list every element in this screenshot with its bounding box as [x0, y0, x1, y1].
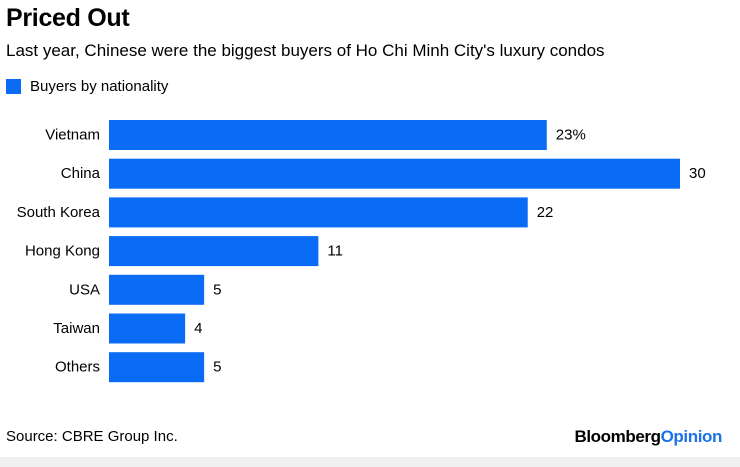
value-label: 30: [689, 165, 706, 182]
value-label: 5: [213, 281, 221, 298]
legend-swatch: [6, 78, 21, 94]
value-label: 4: [194, 320, 202, 337]
bar-taiwan: [109, 313, 186, 344]
bar-south-korea: [109, 197, 528, 228]
bar-hong-kong: [109, 236, 319, 267]
category-label: Hong Kong: [25, 243, 100, 260]
value-label: 5: [213, 359, 221, 376]
bar-chart: Vietnam 23% China 30 South Korea 22 Hong Kong 1…: [17, 120, 706, 383]
category-label: Others: [55, 359, 100, 376]
value-label: 23%: [556, 127, 586, 144]
category-label: USA: [69, 281, 100, 298]
bar-vietnam: [109, 120, 547, 150]
chart-subtitle: Last year, Chinese were the biggest buye…: [6, 41, 605, 60]
category-label: Taiwan: [53, 320, 100, 337]
source-note: Source: CBRE Group Inc.: [6, 428, 178, 445]
bottom-strip: [0, 457, 740, 467]
bar-others: [109, 352, 205, 383]
chart-legend: Buyers by nationality: [6, 76, 168, 96]
brand-logo-bloomberg: Bloomberg: [574, 427, 661, 446]
brand-logo: BloombergOpinion: [574, 427, 722, 447]
category-label: South Korea: [17, 204, 101, 221]
bar-china: [109, 158, 680, 189]
chart-title: Priced Out: [6, 4, 130, 32]
category-label: Vietnam: [45, 127, 100, 144]
bar-usa: [109, 274, 205, 305]
value-label: 22: [537, 204, 554, 221]
category-label: China: [61, 165, 101, 182]
brand-logo-opinion: Opinion: [660, 427, 723, 446]
legend-label: Buyers by nationality: [30, 77, 169, 95]
value-label: 11: [327, 243, 343, 260]
